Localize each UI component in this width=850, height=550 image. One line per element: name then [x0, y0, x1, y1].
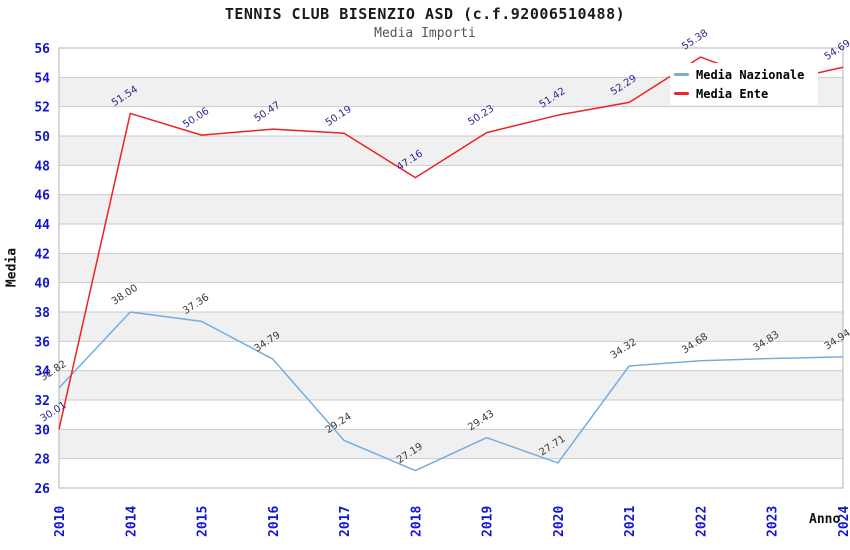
- grid-band: [59, 458, 843, 488]
- legend-item-media-nazionale: Media Nazionale: [674, 68, 818, 82]
- y-axis-title: Media: [4, 247, 20, 288]
- legend-swatch-icon: [674, 92, 689, 95]
- y-tick-label: 46: [34, 189, 50, 204]
- grid-band: [59, 136, 843, 166]
- x-tick-label: 2018: [409, 506, 424, 537]
- x-tick-label: 2017: [338, 506, 353, 537]
- y-tick-label: 40: [34, 277, 50, 292]
- grid-band: [59, 312, 843, 342]
- x-tick-label: 2014: [124, 506, 139, 537]
- x-axis-title: Anno: [809, 512, 841, 527]
- x-tick-label: 2019: [481, 506, 496, 537]
- legend: Media Nazionale Media Ente: [670, 63, 818, 105]
- y-tick-label: 30: [34, 423, 50, 438]
- x-tick-label: 2023: [766, 506, 781, 537]
- y-tick-label: 52: [34, 101, 50, 116]
- x-tick-label: 2021: [623, 506, 638, 537]
- y-tick-label: 42: [34, 247, 50, 262]
- y-tick-label: 48: [34, 159, 50, 174]
- grid-band: [59, 253, 843, 283]
- y-tick-label: 34: [34, 365, 50, 380]
- series-line: [58, 311, 844, 472]
- y-tick-label: 56: [34, 42, 50, 57]
- y-tick-label: 50: [34, 130, 50, 145]
- legend-label: Media Nazionale: [696, 67, 805, 82]
- chart-subtitle: Media Importi: [374, 26, 476, 41]
- grid-band: [59, 224, 843, 254]
- y-tick-label: 38: [34, 306, 50, 321]
- x-tick-label: 2015: [196, 506, 211, 537]
- x-tick-label: 2016: [267, 506, 282, 537]
- y-tick-label: 54: [34, 71, 50, 86]
- x-tick-label: 2010: [53, 506, 68, 537]
- chart-title: TENNIS CLUB BISENZIO ASD (c.f.9200651048…: [224, 5, 626, 23]
- grid-band: [59, 400, 843, 430]
- x-tick-label: 2022: [694, 506, 709, 537]
- y-tick-label: 44: [34, 218, 50, 233]
- legend-label: Media Ente: [696, 86, 769, 101]
- grid-band: [59, 106, 843, 136]
- legend-item-media-ente: Media Ente: [674, 87, 818, 101]
- y-tick-label: 36: [34, 335, 50, 350]
- y-tick-label: 28: [34, 453, 50, 468]
- grid-band: [59, 282, 843, 312]
- grid-band: [59, 341, 843, 371]
- legend-swatch-icon: [674, 73, 689, 76]
- grid-band: [59, 194, 843, 224]
- series-line: [58, 56, 844, 430]
- y-tick-label: 32: [34, 394, 50, 409]
- grid-band: [59, 165, 843, 195]
- x-tick-label: 2020: [552, 506, 567, 537]
- grid-band: [59, 370, 843, 400]
- plot-border: [58, 47, 844, 489]
- x-tick-label: 2024: [837, 506, 850, 537]
- y-tick-label: 26: [34, 482, 50, 497]
